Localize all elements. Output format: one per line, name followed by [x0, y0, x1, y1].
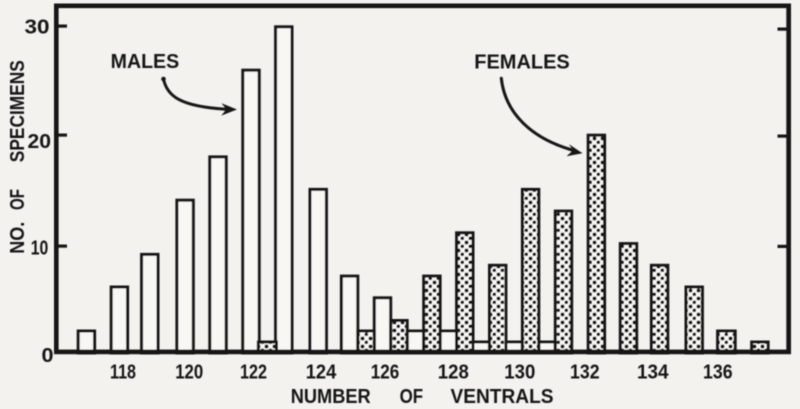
- svg-text:128: 128: [438, 362, 469, 384]
- svg-text:OF: OF: [7, 189, 29, 210]
- svg-text:124: 124: [306, 362, 337, 384]
- svg-text:NUMBER: NUMBER: [291, 386, 372, 408]
- svg-text:120: 120: [175, 362, 203, 384]
- svg-text:VENTRALS: VENTRALS: [451, 386, 554, 408]
- svg-text:122: 122: [240, 362, 267, 384]
- svg-text:136: 136: [703, 362, 733, 384]
- svg-text:130: 130: [504, 362, 535, 384]
- svg-text:MALES: MALES: [111, 51, 180, 73]
- svg-text:20: 20: [28, 131, 52, 153]
- svg-text:10: 10: [31, 238, 49, 260]
- svg-text:132: 132: [570, 362, 600, 384]
- svg-text:134: 134: [637, 362, 669, 384]
- svg-text:NO.: NO.: [7, 222, 29, 254]
- svg-text:SPECIMENS: SPECIMENS: [7, 60, 29, 162]
- svg-text:FEMALES: FEMALES: [474, 51, 570, 73]
- svg-text:0: 0: [42, 345, 54, 367]
- svg-text:118: 118: [110, 362, 136, 384]
- svg-text:126: 126: [371, 362, 400, 384]
- svg-text:OF: OF: [400, 386, 424, 408]
- svg-text:30: 30: [25, 17, 50, 39]
